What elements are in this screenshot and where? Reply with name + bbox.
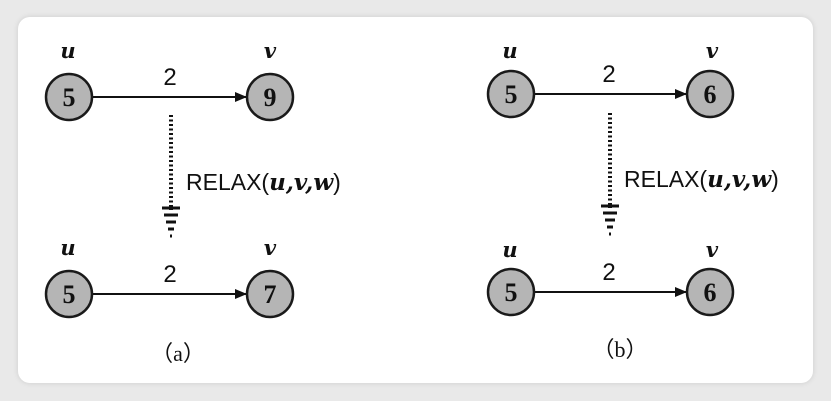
v-label: v [264, 235, 277, 260]
panel-b-before-row: u v 2 5 6 [486, 38, 735, 119]
panel-b-after-row: u v 2 5 6 [486, 237, 735, 317]
u-label: u [60, 38, 75, 63]
edge-weight: 2 [163, 261, 176, 288]
panel-caption: （a） [151, 341, 205, 366]
node-v: 9 [245, 72, 295, 122]
node-v: 7 [245, 269, 295, 319]
node-u-value: 5 [505, 278, 518, 307]
u-label: u [60, 235, 75, 260]
v-label: v [706, 38, 719, 63]
node-v-value: 6 [704, 80, 717, 109]
u-label: u [502, 38, 517, 63]
relax-label: RELAX(u,v,w) [186, 169, 341, 196]
node-v: 6 [685, 267, 735, 317]
edge-weight: 2 [602, 61, 615, 88]
u-label: u [502, 237, 517, 262]
edge-weight: 2 [163, 64, 176, 91]
figure-card [18, 17, 813, 383]
node-u: 5 [44, 269, 94, 319]
node-v-value: 9 [264, 83, 277, 112]
panel-a: u v 2 5 9 RELAX(u,v,w) u v 2 [44, 38, 341, 366]
node-u-value: 5 [63, 83, 76, 112]
panel-b: u v 2 5 6 RELAX(u,v,w) u v 2 [486, 38, 779, 362]
node-u-value: 5 [505, 80, 518, 109]
node-v: 6 [685, 69, 735, 119]
node-u: 5 [44, 72, 94, 122]
node-u-value: 5 [63, 280, 76, 309]
v-label: v [706, 237, 719, 262]
node-v-value: 7 [264, 280, 277, 309]
relax-arrow [601, 113, 619, 236]
node-v-value: 6 [704, 278, 717, 307]
panel-caption: （b） [592, 337, 647, 362]
relax-arrow [162, 115, 180, 238]
panel-a-before-row: u v 2 5 9 [44, 38, 295, 122]
edge-weight: 2 [602, 259, 615, 286]
node-u: 5 [486, 69, 536, 119]
relax-label: RELAX(u,v,w) [624, 166, 779, 193]
v-label: v [264, 38, 277, 63]
node-u: 5 [486, 267, 536, 317]
panel-a-after-row: u v 2 5 7 [44, 235, 295, 319]
